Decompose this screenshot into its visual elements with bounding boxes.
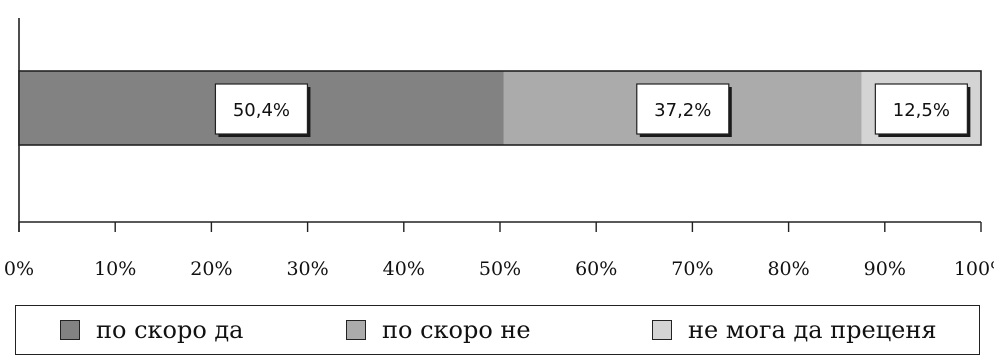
legend-label: не мога да преценя	[688, 316, 937, 344]
x-tick-label: 60%	[575, 258, 617, 280]
x-tick-label: 100%	[954, 258, 994, 280]
data-label-box	[636, 83, 730, 135]
x-tick-label: 10%	[94, 258, 136, 280]
chart-plot: 0% 10% 20% 30% 40% 50% 60% 70% 80% 90% 100% 50,4% 37…	[4, 18, 994, 280]
legend-label: по скоро да	[96, 316, 244, 344]
data-label: 50,4%	[233, 100, 290, 121]
x-tick-label: 0%	[4, 258, 34, 280]
legend-swatch	[346, 320, 366, 340]
x-tick-label: 90%	[864, 258, 906, 280]
legend-swatch	[652, 320, 672, 340]
legend-item: по скоро да	[60, 306, 244, 354]
legend-label: по скоро не	[382, 316, 531, 344]
legend-item: по скоро не	[346, 306, 531, 354]
data-label: 12,5%	[893, 100, 950, 121]
legend-swatch	[60, 320, 80, 340]
x-tick-label: 30%	[286, 258, 328, 280]
legend-item: не мога да преценя	[652, 306, 937, 354]
x-tick-label: 40%	[383, 258, 425, 280]
x-tick-label: 50%	[479, 258, 521, 280]
bar-outline	[18, 70, 982, 146]
x-tick-label: 70%	[671, 258, 713, 280]
legend: по скоро да по скоро не не мога да преценя	[15, 305, 980, 355]
title-area	[0, 0, 994, 18]
data-label-box	[874, 83, 968, 135]
data-label-box	[214, 83, 309, 135]
data-label: 37,2%	[654, 100, 711, 121]
x-tick-label: 20%	[190, 258, 232, 280]
chart: 0% 10% 20% 30% 40% 50% 60% 70% 80% 90% 100% 50,4% 37…	[4, 18, 994, 280]
x-tick-label: 80%	[767, 258, 809, 280]
